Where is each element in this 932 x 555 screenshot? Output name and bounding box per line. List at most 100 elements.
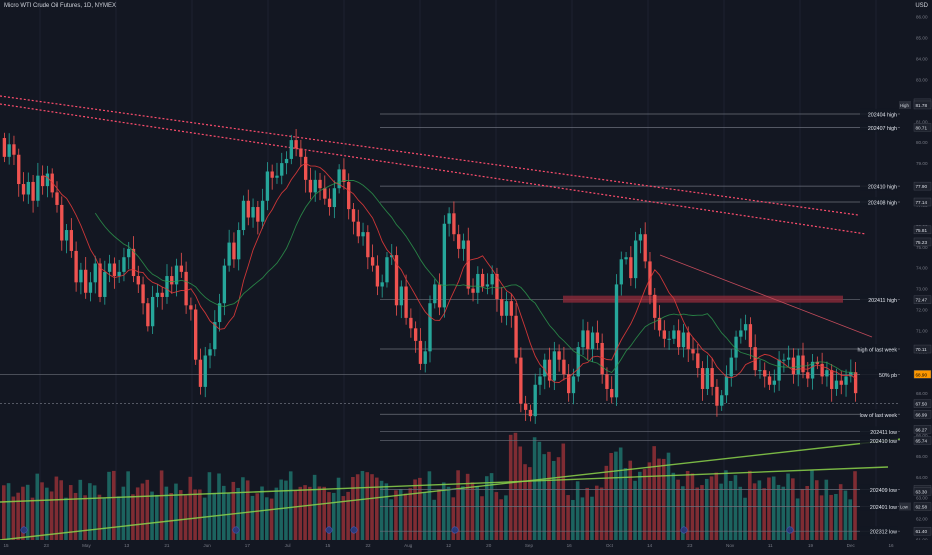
candle-body [174,265,179,285]
candle-body [734,336,738,358]
candle-body [777,359,781,381]
volume-bar [575,481,580,540]
candle-body [605,374,609,389]
long-ma-line [0,437,911,541]
level-label: 202411 low [870,430,897,436]
candle-body [332,188,337,208]
candle-body [581,330,585,348]
candle-body [347,181,351,210]
candle-body [471,288,475,293]
price-label: 68.90 [916,372,928,377]
level-label-bg [860,484,898,494]
candle-body [557,351,561,360]
volume-bar [221,485,226,540]
volume-bar [618,447,623,540]
volume-bar [819,495,824,540]
candle-body [313,179,317,193]
volume-bar [327,492,331,540]
candle-body [705,368,710,389]
candle-body [528,409,533,417]
candle-body [729,357,733,377]
volume-bar [719,483,723,540]
candle-body [260,200,265,222]
price-tick: 79.00 [916,161,928,166]
volume-bar [623,467,628,540]
level-label: 202407 high [868,126,897,132]
volume-bar [341,496,346,540]
volume-bar [666,452,671,540]
volume-bar [331,492,336,540]
candle-body [127,248,131,258]
price-label: 81.78 [916,103,928,108]
price-tick: 74.00 [916,266,928,271]
candle-body [782,359,786,361]
level-label-bg [860,426,898,436]
candle-body [720,395,724,406]
level-label: 202404 high [868,112,897,118]
volume-bar [547,451,551,540]
volume-bar [504,495,508,540]
time-tick: 23 [687,543,693,548]
volume-bar [40,482,44,540]
volume-bar [360,470,365,540]
price-label: 67.50 [916,402,928,407]
time-tick: Jun [203,543,211,548]
volume-bar [59,480,63,540]
volume-bar [556,457,561,540]
volume-bar [551,460,556,540]
volume-bar [728,480,733,540]
price-label-box [913,295,932,304]
candle-body [614,284,619,398]
candle-body [610,388,614,398]
volume-bar [446,486,451,540]
volume-bar [188,476,193,540]
volume-bar [585,487,590,540]
candle-body [98,263,102,297]
candle-body [810,361,815,379]
candle-body [552,351,557,381]
volume-bar [317,486,322,540]
candle-body [12,144,16,155]
trendline-thin [659,254,873,338]
candle-body [724,376,729,396]
candle-body [504,301,509,316]
volume-bar [571,499,575,540]
volume-bar [245,480,250,540]
candle-body [586,330,590,350]
volume-bar [370,474,374,540]
volume-bar [432,499,436,540]
volume-bar [743,497,747,540]
level-label-bg [860,181,898,191]
volume-bar [394,490,398,540]
currency-label: USD [915,3,928,9]
candle-body [442,223,447,308]
volume-bar [580,497,585,540]
time-tick: Jul [285,543,291,548]
time-tick: 16 [567,543,573,548]
chart-title: Micro WTI Crude Oil Futures, 1D, NYMEX [4,3,117,9]
candle-body [700,368,705,389]
volume-bar [776,484,781,540]
volume-bar [202,497,207,540]
price-label-box [913,344,932,354]
candle-body [543,359,547,377]
price-tick: 83.00 [916,77,928,82]
price-tick: 64.00 [916,475,928,480]
volume-bar [513,432,518,540]
resistance-zone [563,295,843,303]
candle-body [208,349,212,356]
volume-bar [88,483,92,540]
candle-body [571,376,576,394]
price-tick: 68.00 [916,391,928,396]
candle-body [480,273,485,287]
event-marker [325,526,333,534]
candle-body [849,372,853,377]
price-axis-bg [900,0,932,550]
volume-bar [111,470,116,540]
event-marker [232,526,240,534]
volume-bar [441,482,446,540]
price-label-box [913,436,932,445]
candle-body [131,248,136,277]
